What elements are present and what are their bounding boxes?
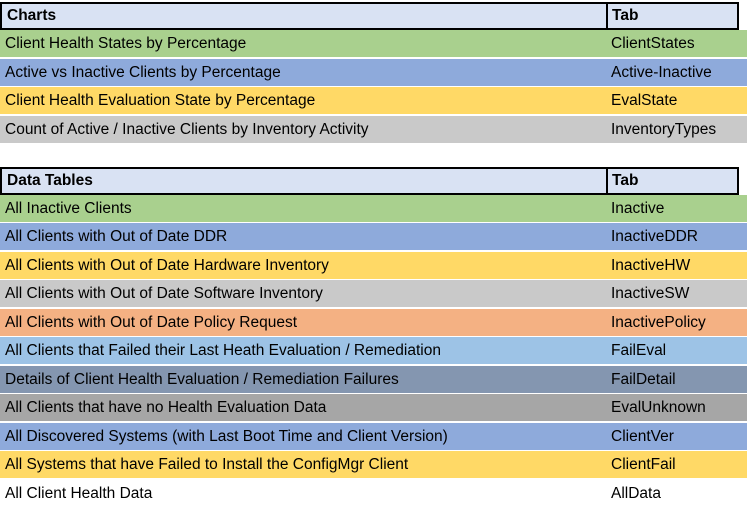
row-label: Client Health Evaluation State by Percen… <box>5 92 316 109</box>
table-row-inactivehw: All Clients with Out of Date Hardware In… <box>0 251 747 279</box>
row-tab: InactiveHW <box>611 256 691 274</box>
row-tab: InventoryTypes <box>611 120 717 138</box>
row-tab: FailDetail <box>611 370 676 388</box>
table-row-active-inactive: Active vs Inactive Clients by Percentage… <box>0 58 747 86</box>
row-tab: ClientFail <box>611 456 676 473</box>
row-label: Active vs Inactive Clients by Percentage <box>5 63 281 81</box>
row-tab: ClientVer <box>611 427 674 445</box>
row-label: All Client Health Data <box>5 484 153 502</box>
row-tab: FailEval <box>611 342 667 359</box>
row-label: All Clients that Failed their Last Heath… <box>5 342 441 359</box>
row-label: All Clients that have no Health Evaluati… <box>5 399 327 416</box>
row-label: All Discovered Systems (with Last Boot T… <box>5 427 448 445</box>
row-tab: AllData <box>611 484 661 502</box>
table-row-clientfail: All Systems that have Failed to Install … <box>0 451 747 478</box>
row-label: All Systems that have Failed to Install … <box>5 456 409 473</box>
table-row-inactivesw: All Clients with Out of Date Software In… <box>0 280 747 307</box>
row-label: All Inactive Clients <box>5 199 132 217</box>
row-tab: InactivePolicy <box>611 313 706 331</box>
charts-section: Charts Tab Client Health States by Perce… <box>0 2 747 143</box>
row-label: All Clients with Out of Date Software In… <box>5 285 323 302</box>
row-tab: Inactive <box>611 199 665 217</box>
row-tab: InactiveSW <box>611 285 690 302</box>
row-label: Client Health States by Percentage <box>5 35 247 52</box>
table-row-inactive: All Inactive Clients Inactive <box>0 194 747 222</box>
row-label: All Clients with Out of Date Hardware In… <box>5 256 329 274</box>
row-tab: InactiveDDR <box>611 228 698 245</box>
tab-column-header: Tab <box>612 7 639 24</box>
row-label: All Clients with Out of Date Policy Requ… <box>5 313 298 331</box>
row-tab: EvalState <box>611 92 678 109</box>
table-row-inventorytypes: Count of Active / Inactive Clients by In… <box>0 115 747 143</box>
table-row-inactivepolicy: All Clients with Out of Date Policy Requ… <box>0 308 747 336</box>
table-row-clientstates: Client Health States by Percentage Clien… <box>0 30 747 57</box>
data-tables-section: Data Tables Tab All Inactive Clients Ina… <box>0 166 747 507</box>
charts-header-row: Charts Tab <box>0 2 739 30</box>
table-row-evalunknown: All Clients that have no Health Evaluati… <box>0 394 747 421</box>
row-label: Count of Active / Inactive Clients by In… <box>5 120 369 138</box>
table-row-faileval: All Clients that Failed their Last Heath… <box>0 337 747 364</box>
row-tab: EvalUnknown <box>611 399 706 416</box>
table-row-clientver: All Discovered Systems (with Last Boot T… <box>0 422 747 450</box>
row-label: All Clients with Out of Date DDR <box>5 228 228 245</box>
tab-column-header: Tab <box>612 171 639 189</box>
table-row-evalstate: Client Health Evaluation State by Percen… <box>0 87 747 114</box>
data-tables-header-row: Data Tables Tab <box>0 166 739 195</box>
table-row-alldata: All Client Health Data AllData <box>0 479 747 507</box>
row-tab: ClientStates <box>611 35 695 52</box>
table-row-inactiveddr: All Clients with Out of Date DDR Inactiv… <box>0 223 747 250</box>
data-tables-header-title: Data Tables <box>2 168 608 193</box>
charts-header-title: Charts <box>2 4 608 28</box>
row-tab: Active-Inactive <box>611 63 712 81</box>
row-label: Details of Client Health Evaluation / Re… <box>5 370 399 388</box>
table-row-faildetail: Details of Client Health Evaluation / Re… <box>0 365 747 393</box>
